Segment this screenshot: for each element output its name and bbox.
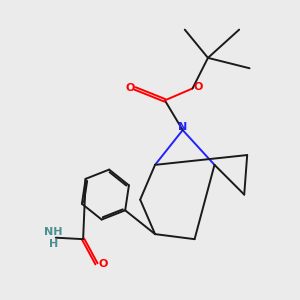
Text: O: O bbox=[125, 83, 134, 94]
Text: H: H bbox=[49, 239, 58, 249]
Text: O: O bbox=[98, 259, 108, 269]
Text: NH: NH bbox=[44, 227, 63, 237]
Text: O: O bbox=[194, 82, 203, 92]
Text: N: N bbox=[178, 122, 187, 131]
